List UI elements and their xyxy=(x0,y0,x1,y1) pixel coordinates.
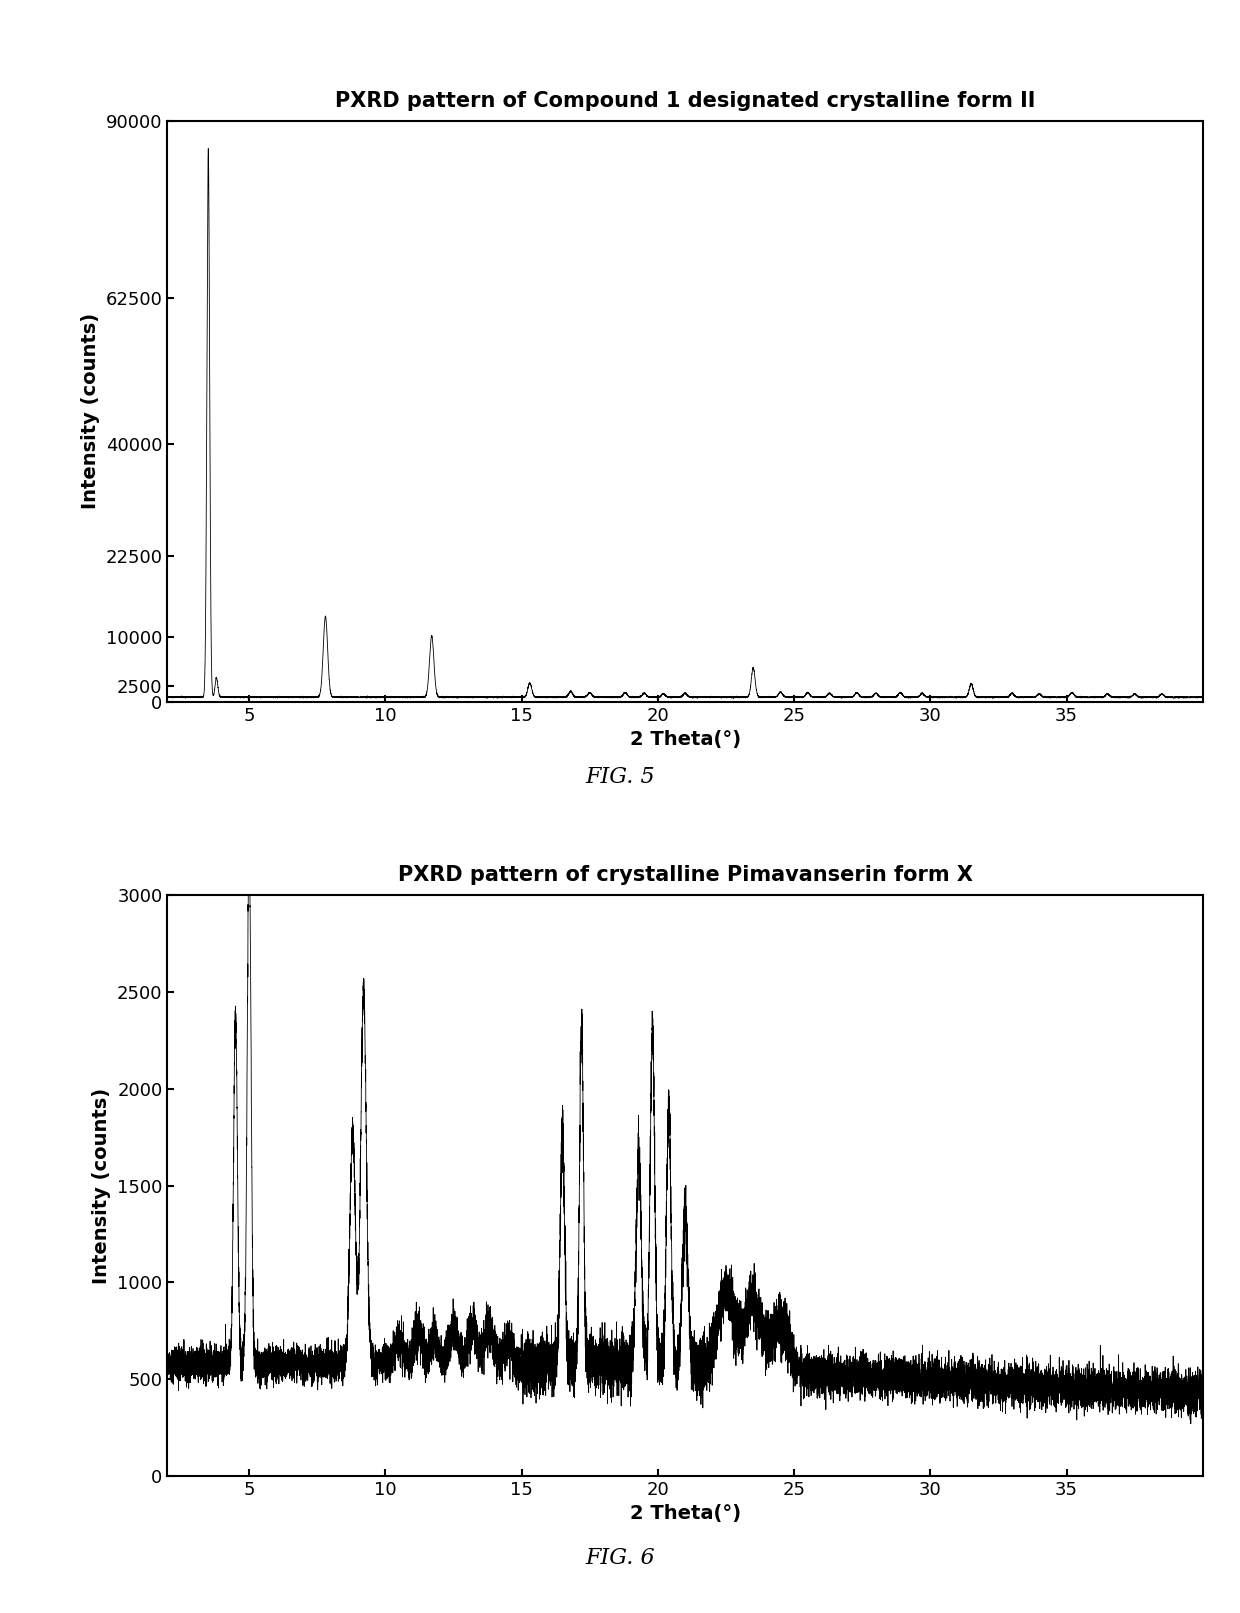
Y-axis label: Intensity (counts): Intensity (counts) xyxy=(93,1087,112,1284)
Title: PXRD pattern of crystalline Pimavanserin form X: PXRD pattern of crystalline Pimavanserin… xyxy=(398,865,972,886)
X-axis label: 2 Theta(°): 2 Theta(°) xyxy=(630,1505,740,1523)
X-axis label: 2 Theta(°): 2 Theta(°) xyxy=(630,731,740,748)
Y-axis label: Intensity (counts): Intensity (counts) xyxy=(81,313,100,510)
Text: FIG. 5: FIG. 5 xyxy=(585,766,655,789)
Text: FIG. 6: FIG. 6 xyxy=(585,1547,655,1569)
Title: PXRD pattern of Compound 1 designated crystalline form II: PXRD pattern of Compound 1 designated cr… xyxy=(335,90,1035,111)
